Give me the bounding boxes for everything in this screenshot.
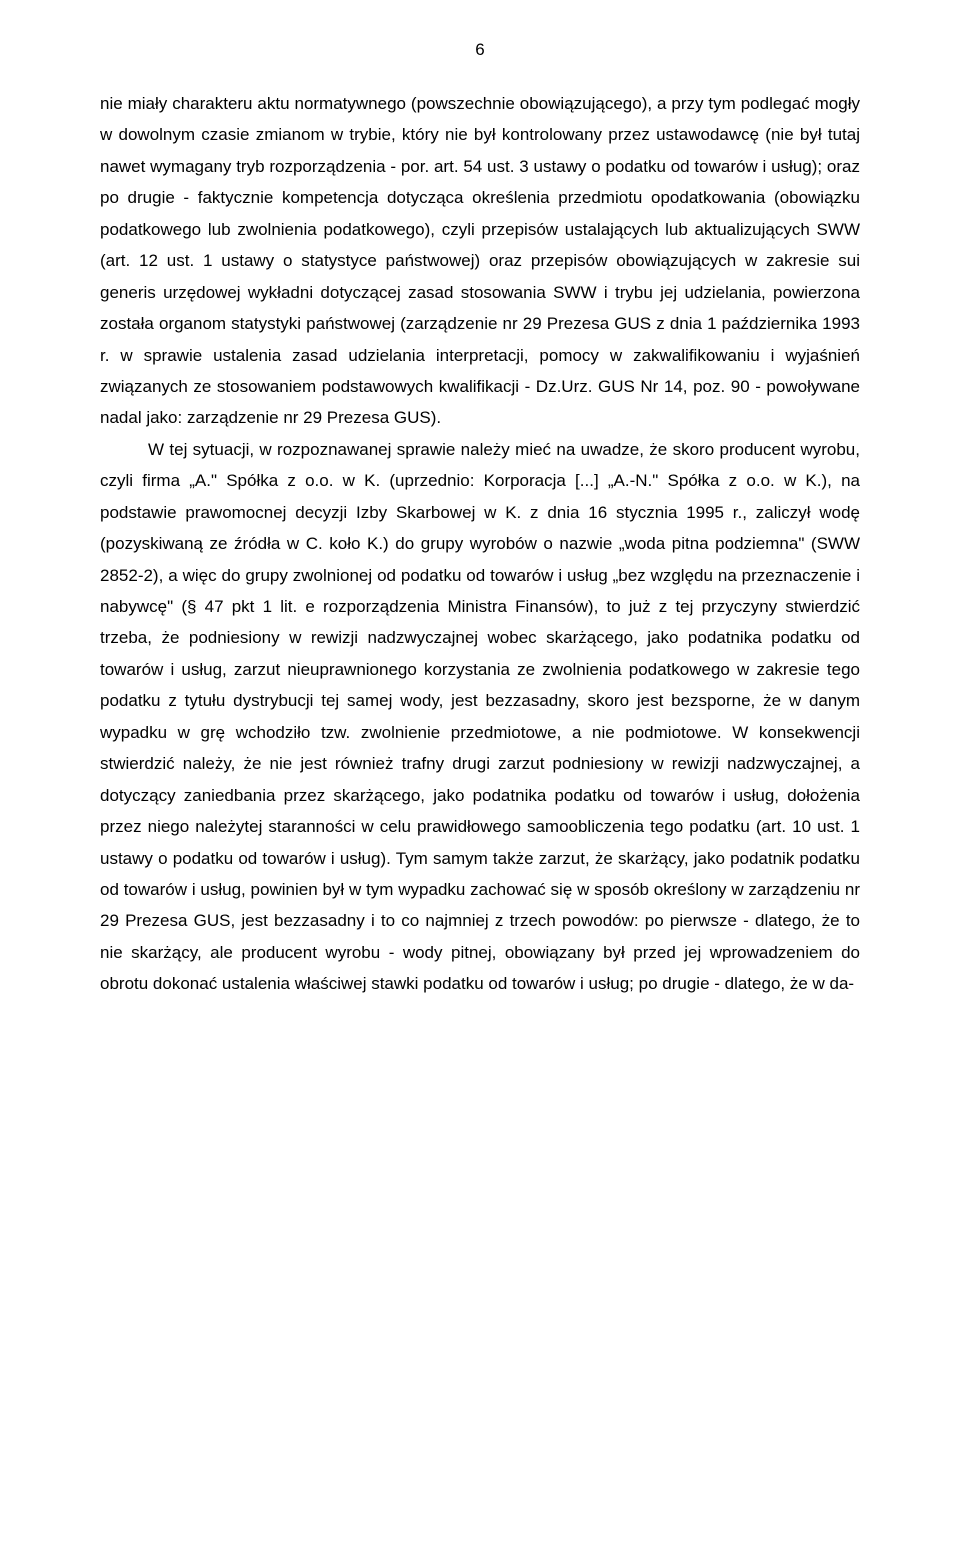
body-text: nie miały charakteru aktu normatywnego (…	[100, 88, 860, 1000]
document-page: 6 nie miały charakteru aktu normatywnego…	[0, 0, 960, 1543]
page-number: 6	[100, 40, 860, 60]
paragraph-2: W tej sytuacji, w rozpoznawanej sprawie …	[100, 440, 860, 993]
paragraph-1: nie miały charakteru aktu normatywnego (…	[100, 94, 860, 427]
